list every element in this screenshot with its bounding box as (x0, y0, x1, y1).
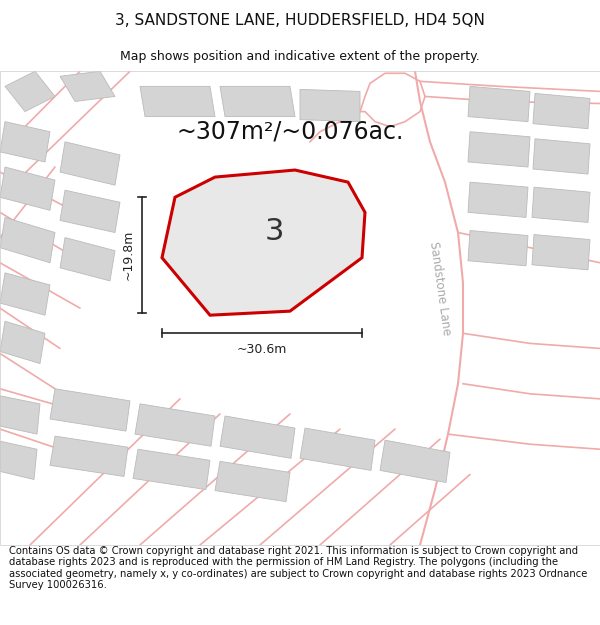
Polygon shape (300, 428, 375, 471)
Polygon shape (215, 461, 290, 502)
Polygon shape (0, 396, 40, 434)
Text: ~30.6m: ~30.6m (237, 343, 287, 356)
Polygon shape (0, 441, 37, 479)
Polygon shape (0, 273, 50, 315)
Text: Contains OS data © Crown copyright and database right 2021. This information is : Contains OS data © Crown copyright and d… (9, 546, 587, 591)
Polygon shape (50, 436, 128, 476)
Polygon shape (0, 217, 55, 262)
Polygon shape (140, 86, 215, 117)
Polygon shape (468, 132, 530, 167)
Polygon shape (0, 321, 45, 364)
Polygon shape (468, 86, 530, 122)
Polygon shape (5, 71, 55, 112)
Text: 3: 3 (265, 217, 284, 246)
Polygon shape (220, 416, 295, 458)
Text: ~19.8m: ~19.8m (121, 230, 134, 281)
Polygon shape (300, 89, 360, 122)
Text: ~307m²/~0.076ac.: ~307m²/~0.076ac. (176, 120, 404, 144)
Polygon shape (468, 182, 528, 218)
Text: Sandstone Lane: Sandstone Lane (427, 240, 453, 336)
Polygon shape (60, 238, 115, 281)
Polygon shape (162, 170, 365, 315)
Polygon shape (533, 93, 590, 129)
Text: Map shows position and indicative extent of the property.: Map shows position and indicative extent… (120, 49, 480, 62)
Polygon shape (60, 71, 115, 101)
Polygon shape (50, 389, 130, 431)
Polygon shape (220, 86, 295, 117)
Polygon shape (533, 139, 590, 174)
Text: 3, SANDSTONE LANE, HUDDERSFIELD, HD4 5QN: 3, SANDSTONE LANE, HUDDERSFIELD, HD4 5QN (115, 12, 485, 28)
Polygon shape (0, 122, 50, 162)
Polygon shape (380, 440, 450, 483)
Polygon shape (532, 234, 590, 270)
Polygon shape (468, 231, 528, 266)
Polygon shape (60, 190, 120, 232)
Polygon shape (135, 404, 215, 446)
Polygon shape (0, 167, 55, 211)
Polygon shape (532, 187, 590, 222)
Polygon shape (133, 449, 210, 489)
Polygon shape (60, 142, 120, 185)
